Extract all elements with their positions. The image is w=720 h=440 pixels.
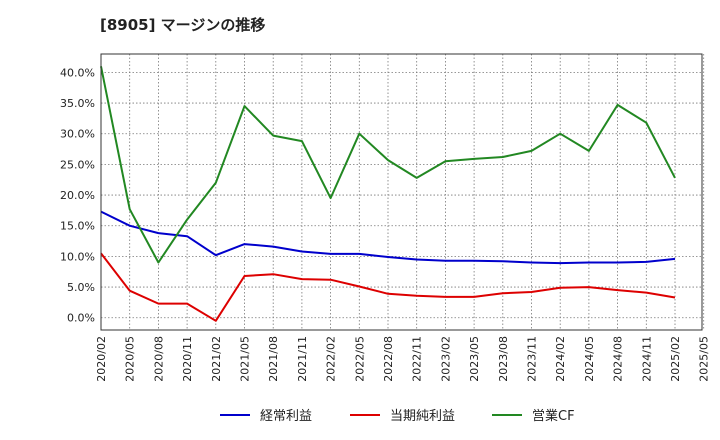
y-tick-label: 10.0%: [60, 250, 95, 263]
y-tick-label: 0.0%: [67, 312, 95, 325]
x-tick-label: 2021/02: [210, 336, 223, 382]
x-tick-label: 2022/08: [382, 336, 395, 382]
y-tick-label: 5.0%: [67, 281, 95, 294]
x-tick-label: 2021/05: [239, 336, 252, 382]
x-tick-label: 2025/05: [698, 336, 711, 382]
x-tick-label: 2024/05: [583, 336, 596, 382]
x-tick-label: 2023/11: [526, 336, 539, 382]
plot-frame: [100, 53, 703, 331]
x-tick-label: 2023/02: [439, 336, 452, 382]
x-tick-label: 2020/05: [124, 336, 137, 382]
y-axis-ticks: 0.0% 5.0% 10.0% 15.0% 20.0% 25.0% 30.0% 35.0% 40…: [60, 66, 95, 324]
x-axis-ticks: 2020/02 2020/05 2020/08 2020/11 2021/02 2021/…: [95, 336, 711, 382]
y-tick-label: 25.0%: [60, 158, 95, 171]
y-tick-label: 15.0%: [60, 220, 95, 233]
legend-label: 経常利益: [260, 409, 312, 424]
y-tick-label: 35.0%: [60, 97, 95, 110]
chart-title: [8905] マージンの推移: [100, 16, 266, 34]
series-line: [100, 210, 676, 265]
x-tick-label: 2021/08: [267, 336, 280, 382]
y-tick-label: 30.0%: [60, 128, 95, 141]
y-tick-label: 40.0%: [60, 66, 95, 79]
x-tick-label: 2022/05: [353, 336, 366, 382]
x-tick-label: 2021/11: [296, 336, 309, 382]
x-tick-label: 2022/11: [411, 336, 424, 382]
x-tick-label: 2023/05: [468, 336, 481, 382]
series-line: [100, 66, 676, 264]
series-line: [100, 252, 676, 322]
x-tick-label: 2024/11: [640, 336, 653, 382]
x-tick-label: 2020/08: [152, 336, 165, 382]
legend-label: 営業CF: [532, 408, 575, 424]
series-lines: [100, 66, 676, 322]
x-tick-label: 2022/02: [325, 336, 338, 382]
x-tick-label: 2024/02: [554, 336, 567, 382]
x-tick-label: 2020/02: [95, 336, 108, 382]
x-tick-label: 2025/02: [669, 336, 682, 382]
x-tick-label: 2023/08: [497, 336, 510, 382]
y-tick-label: 20.0%: [60, 189, 95, 202]
legend-label: 当期純利益: [390, 409, 455, 424]
grid: [100, 54, 705, 330]
x-tick-label: 2024/08: [612, 336, 625, 382]
legend: 経常利益 当期純利益 営業CF: [220, 408, 575, 424]
x-tick-label: 2020/11: [181, 336, 194, 382]
